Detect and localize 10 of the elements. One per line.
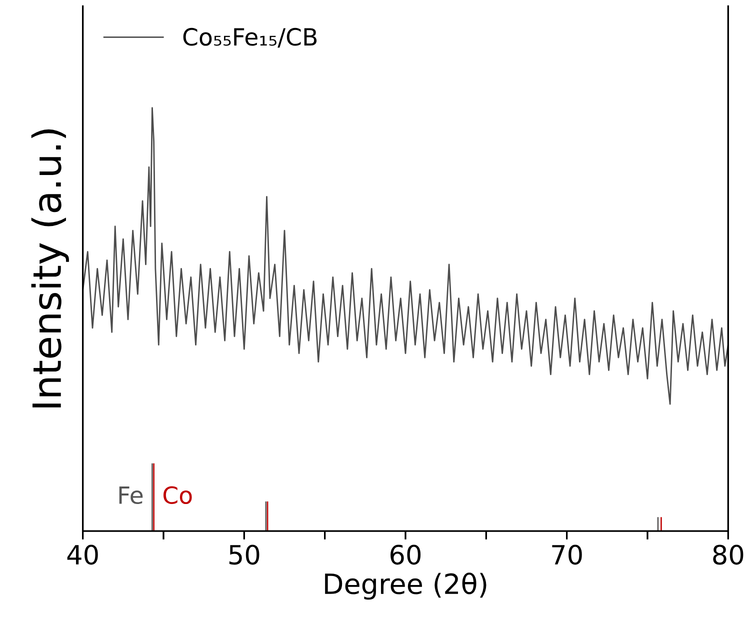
x-tick-label: 50 — [229, 544, 260, 565]
series-label: Fe — [119, 486, 143, 504]
x-axis-title: Degree (2θ) — [325, 572, 486, 600]
legend-label: Co₅₅Fe₁₅/CB — [183, 28, 317, 48]
x-tick-label: 70 — [552, 544, 582, 565]
y-axis-title: Intensity (a.u.) — [31, 129, 69, 408]
x-tick-label: 60 — [390, 544, 421, 565]
x-tick-label: 40 — [67, 544, 98, 565]
series-label: Co — [163, 486, 192, 504]
x-tick-label: 80 — [713, 544, 744, 565]
